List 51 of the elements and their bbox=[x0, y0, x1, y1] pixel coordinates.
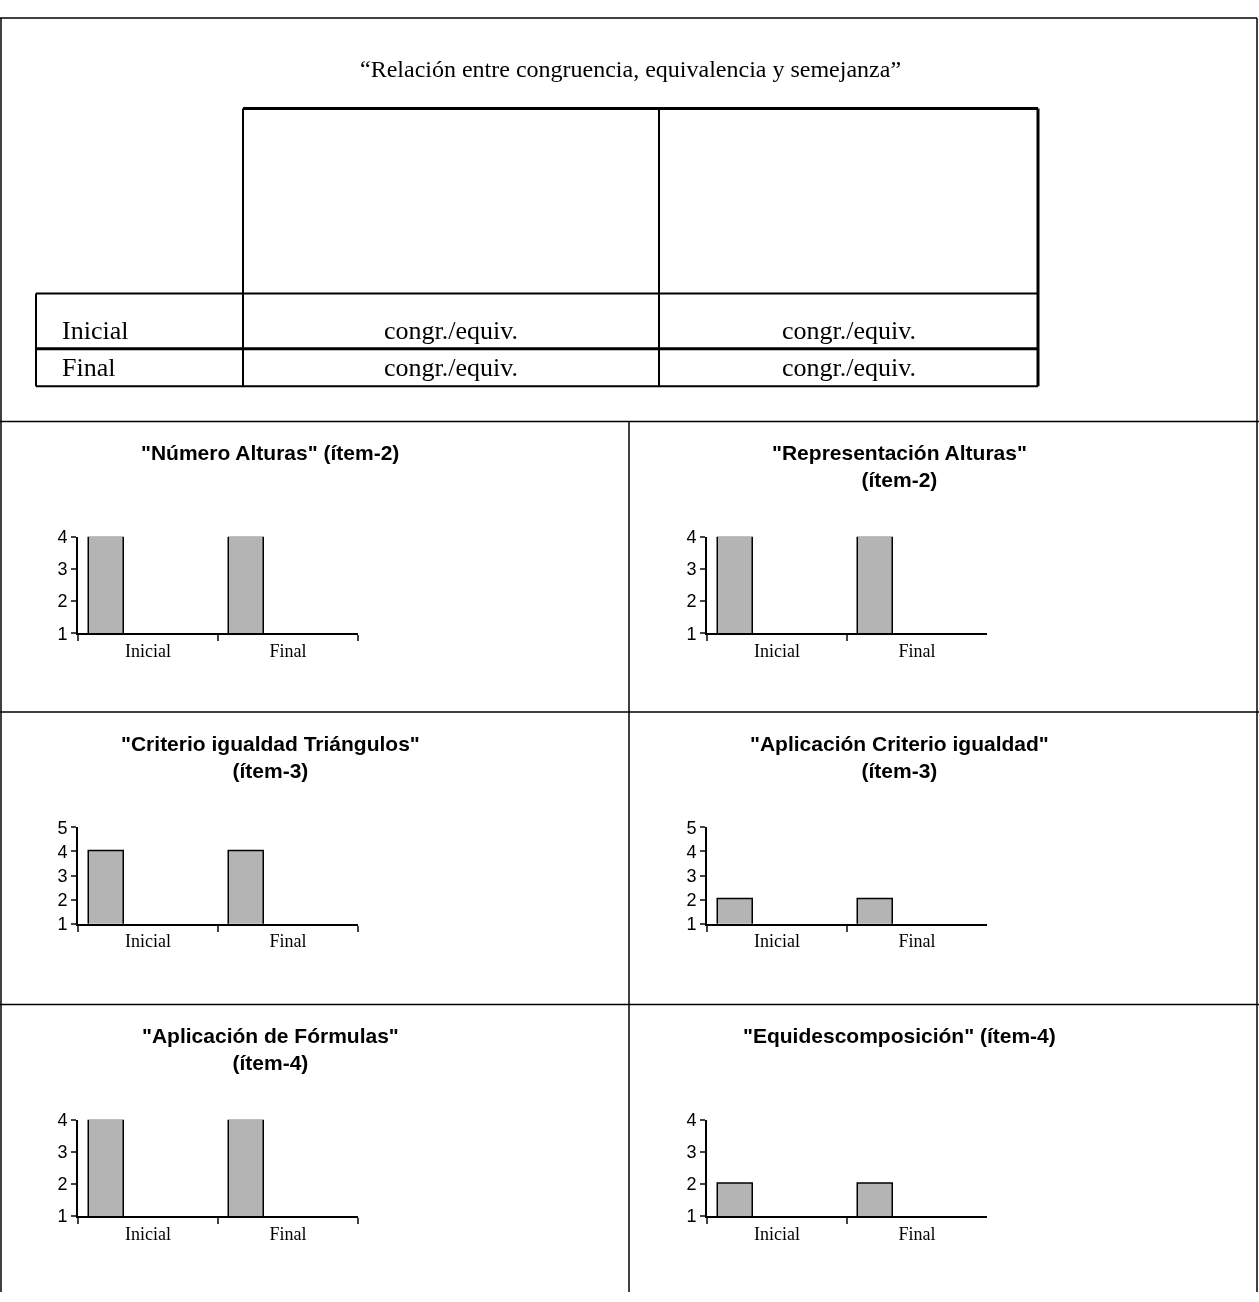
y-tick-label: 1 bbox=[686, 914, 697, 935]
text: congr./equiv. bbox=[782, 353, 917, 382]
y-tick-label: 3 bbox=[686, 559, 697, 580]
text: “Relación entre congruencia, equivalencia y semejanza” bbox=[360, 56, 902, 82]
x-tick-label: Inicial bbox=[125, 931, 171, 952]
y-tick-label: 4 bbox=[57, 527, 68, 548]
chart-title: "Representación Alturas" (ítem-2) bbox=[772, 441, 1027, 492]
x-tick-label: Inicial bbox=[754, 1223, 800, 1244]
x-tick-label: Final bbox=[269, 640, 307, 661]
text: congr./equiv. bbox=[384, 316, 519, 345]
chart-title: "Aplicación Criterio igualdad" (ítem-3) bbox=[750, 732, 1049, 783]
x-tick-label: Inicial bbox=[125, 640, 171, 661]
chart-title: "Número Alturas" (ítem-2) bbox=[141, 441, 400, 464]
y-tick-label: 1 bbox=[57, 623, 68, 644]
x-tick-label: Final bbox=[898, 931, 936, 952]
x-tick-label: Final bbox=[269, 1223, 307, 1244]
x-tick-label: Final bbox=[898, 640, 936, 661]
text: congr./equiv. bbox=[384, 353, 519, 382]
text: congr./equiv. bbox=[782, 316, 917, 345]
x-tick-label: Final bbox=[898, 1223, 936, 1244]
y-tick-label: 3 bbox=[57, 1142, 68, 1163]
y-tick-label: 4 bbox=[686, 841, 697, 862]
x-tick-label: Final bbox=[269, 931, 307, 952]
y-tick-label: 1 bbox=[57, 914, 68, 935]
text: Inicial bbox=[62, 316, 129, 345]
y-tick-label: 3 bbox=[57, 559, 68, 580]
x-tick-label: Inicial bbox=[754, 640, 800, 661]
chart-title: "Criterio igualdad Triángulos" (ítem-3) bbox=[121, 732, 420, 783]
x-tick-label: Inicial bbox=[125, 1223, 171, 1244]
y-tick-label: 4 bbox=[57, 1109, 68, 1130]
y-tick-label: 5 bbox=[686, 817, 697, 838]
text: Final bbox=[62, 353, 116, 382]
y-tick-label: 1 bbox=[686, 1206, 697, 1227]
y-tick-label: 1 bbox=[57, 1206, 68, 1227]
y-tick-label: 4 bbox=[686, 527, 697, 548]
y-tick-label: 3 bbox=[686, 865, 697, 886]
y-tick-label: 2 bbox=[57, 591, 68, 612]
y-tick-label: 2 bbox=[686, 889, 697, 910]
y-tick-label: 4 bbox=[686, 1109, 697, 1130]
y-tick-label: 4 bbox=[57, 841, 68, 862]
y-tick-label: 1 bbox=[686, 623, 697, 644]
y-tick-label: 3 bbox=[57, 865, 68, 886]
y-tick-label: 3 bbox=[686, 1142, 697, 1163]
y-tick-label: 2 bbox=[686, 591, 697, 612]
chart-title: "Aplicación de Fórmulas" (ítem-4) bbox=[142, 1024, 399, 1075]
y-tick-label: 2 bbox=[57, 1174, 68, 1195]
chart-title: "Equidescomposición" (ítem-4) bbox=[743, 1024, 1056, 1047]
y-tick-label: 2 bbox=[686, 1174, 697, 1195]
x-tick-label: Inicial bbox=[754, 931, 800, 952]
y-tick-label: 5 bbox=[57, 817, 68, 838]
y-tick-label: 2 bbox=[57, 889, 68, 910]
